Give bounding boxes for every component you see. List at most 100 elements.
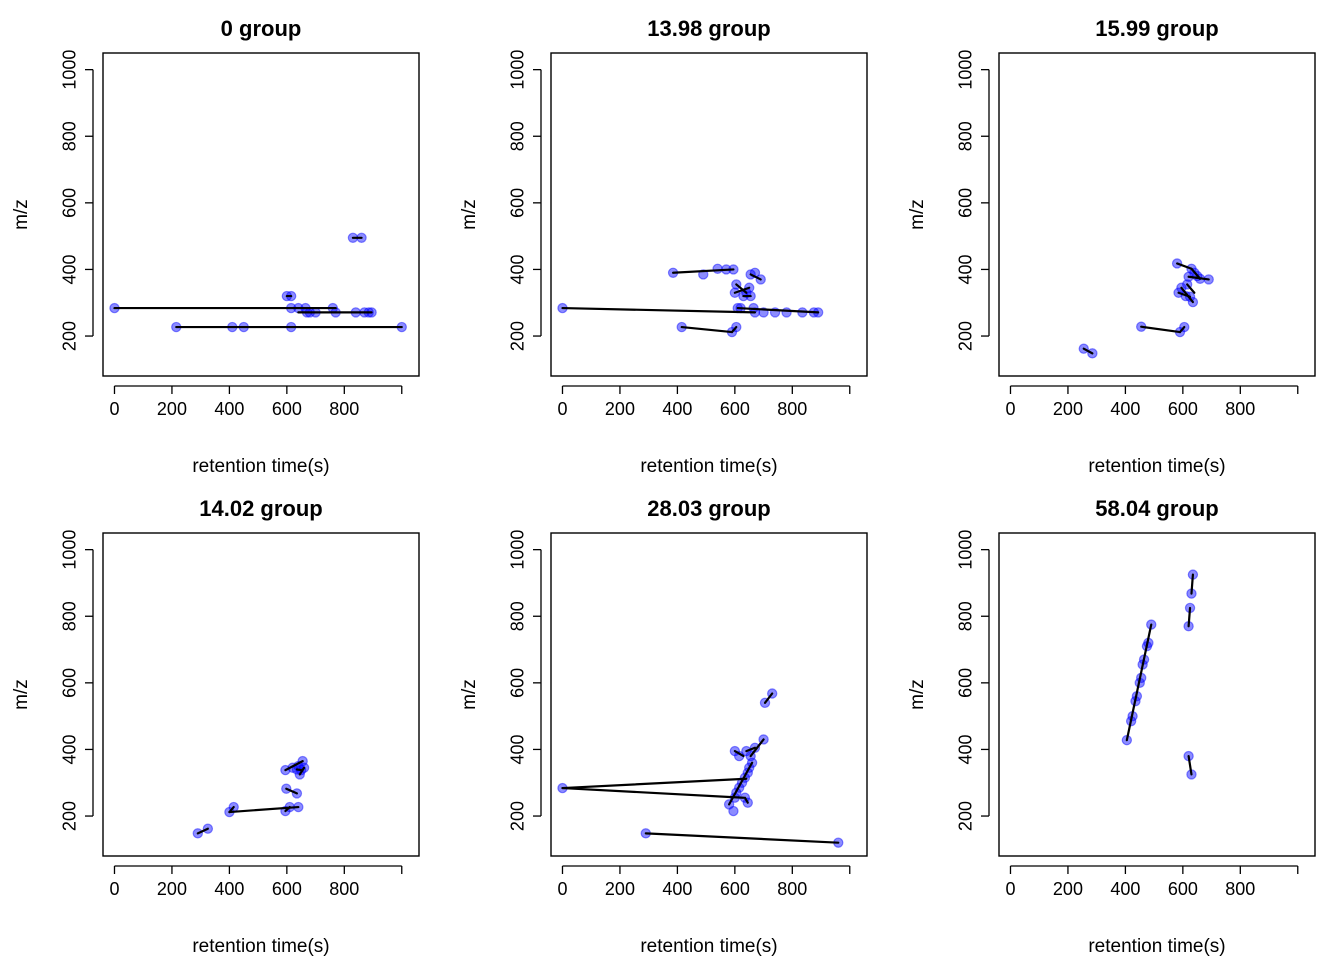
- panel-0: 0 group 0 200 400 600 800 retention time(s) 200…: [11, 16, 420, 477]
- x-tick-label: 0: [1005, 879, 1015, 899]
- y-tick-label: 400: [60, 734, 80, 764]
- link-segment: [728, 761, 754, 806]
- link-segment: [1178, 325, 1186, 334]
- link-segment: [749, 273, 762, 281]
- data-point: [712, 263, 723, 274]
- link-segment: [1186, 283, 1196, 294]
- y-tick-label: 800: [508, 601, 528, 631]
- panel-title: 13.98 group: [647, 16, 770, 41]
- y-tick-label: 800: [956, 601, 976, 631]
- panel-title: 58.04 group: [1095, 496, 1218, 521]
- plot-frame: [998, 52, 1316, 377]
- panel-title: 15.99 group: [1095, 16, 1218, 41]
- y-tick-label: 600: [956, 668, 976, 698]
- x-axis-label: retention time(s): [640, 936, 777, 957]
- link-segment: [561, 306, 757, 314]
- plot-frame: [550, 52, 868, 377]
- x-tick-label: 600: [720, 879, 750, 899]
- link-segment: [1190, 573, 1195, 595]
- x-tick-label: 200: [605, 399, 635, 419]
- y-tick-label: 200: [956, 801, 976, 831]
- y-tick-label: 400: [60, 254, 80, 284]
- x-tick-label: 800: [329, 399, 359, 419]
- link-segment: [1140, 325, 1182, 334]
- x-tick-label: 200: [157, 399, 187, 419]
- link-segment: [749, 738, 765, 758]
- data-point: [781, 307, 792, 318]
- y-tick-label: 800: [60, 121, 80, 151]
- y-tick-label: 200: [60, 801, 80, 831]
- link-segment: [730, 325, 738, 334]
- x-tick-label: 0: [557, 399, 567, 419]
- link-segment: [745, 746, 757, 753]
- y-tick-label: 400: [508, 734, 528, 764]
- y-tick-label: 200: [508, 801, 528, 831]
- link-segment: [284, 759, 304, 772]
- x-tick-label: 600: [272, 399, 302, 419]
- plot-frame: [998, 532, 1316, 857]
- link-segment: [1187, 275, 1210, 281]
- link-segment: [743, 796, 749, 804]
- y-tick-label: 1000: [956, 50, 976, 90]
- y-axis-label: m/z: [11, 199, 32, 230]
- y-tick-label: 200: [956, 321, 976, 351]
- x-tick-label: 600: [1168, 879, 1198, 899]
- panel-title: 14.02 group: [199, 496, 322, 521]
- x-axis-label: retention time(s): [1088, 456, 1225, 477]
- link-segment: [561, 786, 745, 799]
- link-segment: [1176, 262, 1193, 270]
- link-segment: [295, 768, 303, 772]
- y-axis-label: m/z: [459, 199, 480, 230]
- x-tick-label: 200: [1053, 879, 1083, 899]
- x-tick-label: 0: [109, 879, 119, 899]
- x-tick-label: 0: [109, 399, 119, 419]
- y-tick-label: 1000: [956, 530, 976, 570]
- x-axis-label: retention time(s): [192, 936, 329, 957]
- link-segment: [1177, 291, 1192, 298]
- x-tick-label: 800: [777, 399, 807, 419]
- link-segment: [1125, 623, 1153, 742]
- panel-title: 0 group: [221, 16, 302, 41]
- y-tick-label: 400: [508, 254, 528, 284]
- x-tick-label: 800: [329, 879, 359, 899]
- link-segment: [228, 805, 300, 814]
- link-segment: [763, 692, 774, 704]
- link-segment: [736, 306, 820, 314]
- y-axis-label: m/z: [907, 679, 928, 710]
- y-tick-label: 1000: [60, 530, 80, 570]
- link-segment: [680, 325, 734, 334]
- x-tick-label: 400: [1110, 399, 1140, 419]
- x-tick-label: 0: [1005, 399, 1015, 419]
- x-tick-label: 800: [1225, 399, 1255, 419]
- x-tick-label: 400: [662, 879, 692, 899]
- y-tick-label: 400: [956, 734, 976, 764]
- link-segment: [1187, 755, 1193, 776]
- y-tick-label: 800: [956, 121, 976, 151]
- link-segment: [561, 777, 748, 790]
- y-tick-label: 600: [508, 188, 528, 218]
- y-tick-label: 200: [60, 321, 80, 351]
- y-tick-label: 400: [956, 254, 976, 284]
- y-tick-label: 1000: [508, 530, 528, 570]
- y-tick-label: 600: [60, 188, 80, 218]
- x-axis-label: retention time(s): [1088, 936, 1225, 957]
- plot-frame: [102, 532, 420, 857]
- x-tick-label: 400: [1110, 879, 1140, 899]
- x-tick-label: 800: [1225, 879, 1255, 899]
- x-tick-label: 600: [1168, 399, 1198, 419]
- y-tick-label: 1000: [60, 50, 80, 90]
- x-axis-label: retention time(s): [192, 456, 329, 477]
- y-tick-label: 600: [956, 188, 976, 218]
- data-point: [728, 805, 739, 817]
- y-axis-label: m/z: [459, 679, 480, 710]
- panel-3: 14.02 group 0 200 400 600 800 retention time(s…: [11, 496, 420, 957]
- x-tick-label: 200: [605, 879, 635, 899]
- link-segment: [644, 832, 840, 844]
- link-segment: [196, 827, 209, 835]
- plot-frame: [550, 532, 868, 857]
- x-tick-label: 200: [1053, 399, 1083, 419]
- panel-2: 15.99 group 0 200 400 600 800 retention time(s…: [907, 16, 1316, 477]
- x-tick-label: 600: [720, 399, 750, 419]
- y-axis-label: m/z: [907, 199, 928, 230]
- x-tick-label: 200: [157, 879, 187, 899]
